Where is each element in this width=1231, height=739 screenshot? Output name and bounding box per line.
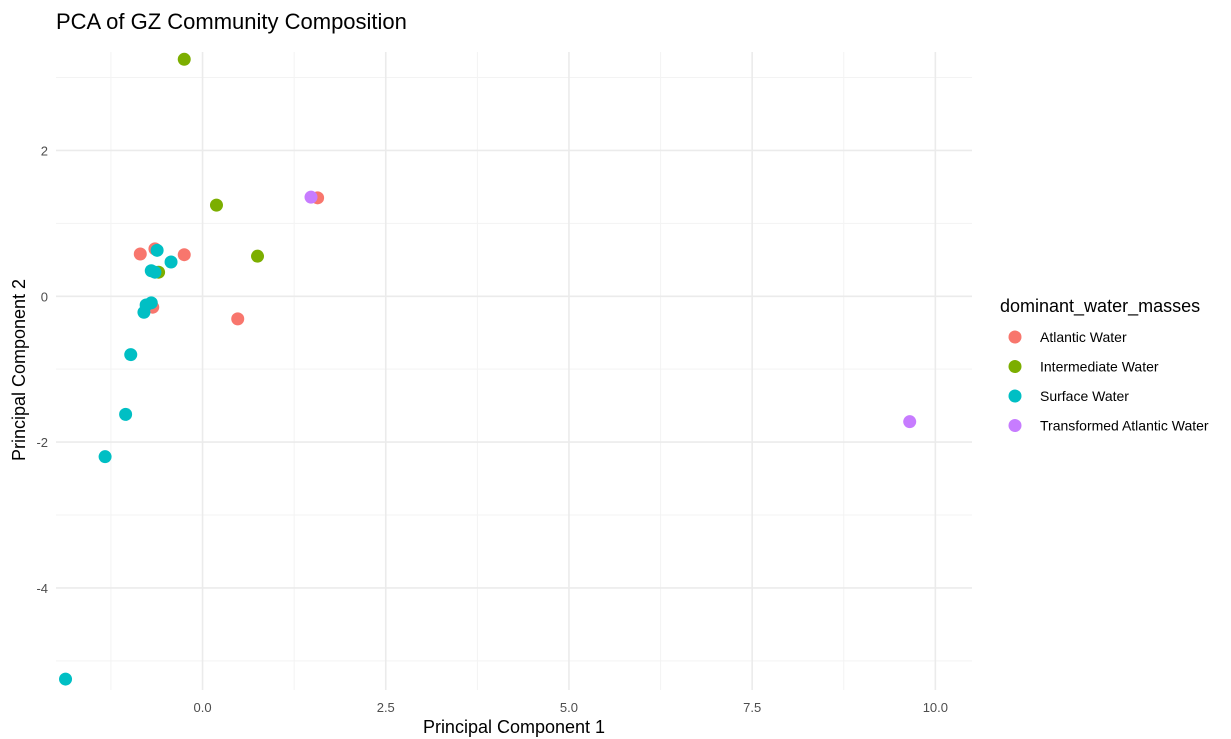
x-axis-title: Principal Component 1 [423, 717, 605, 737]
data-points [59, 52, 917, 686]
legend-item-intermediate-water: Intermediate Water [1008, 359, 1159, 375]
minor-gridlines [56, 52, 972, 690]
x-tick-label: 10.0 [923, 700, 948, 715]
legend-title: dominant_water_masses [1000, 296, 1200, 317]
legend-item-surface-water: Surface Water [1008, 388, 1129, 404]
point-surface-water [150, 243, 164, 257]
point-transformed-atlantic-water [304, 190, 318, 204]
point-intermediate-water [251, 249, 265, 263]
point-transformed-atlantic-water [903, 415, 917, 429]
point-surface-water [59, 672, 73, 686]
legend-key-transformed-atlantic-water [1008, 419, 1022, 432]
legend-key-surface-water [1008, 389, 1022, 403]
point-atlantic-water [133, 247, 147, 261]
point-atlantic-water [177, 248, 191, 262]
legend: dominant_water_masses Atlantic Water Inte… [1000, 296, 1209, 434]
major-gridlines [56, 52, 972, 690]
x-tick-label: 7.5 [743, 700, 761, 715]
x-tick-label: 2.5 [377, 700, 395, 715]
y-tick-label: -4 [36, 581, 48, 596]
legend-key-intermediate-water [1008, 360, 1022, 373]
legend-label-surface-water: Surface Water [1040, 388, 1129, 404]
legend-items: Atlantic Water Intermediate Water Surface … [1008, 329, 1209, 434]
x-tick-label: 0.0 [194, 700, 212, 715]
point-atlantic-water [231, 312, 245, 326]
plot-area [56, 52, 972, 690]
legend-label-intermediate-water: Intermediate Water [1040, 359, 1159, 375]
point-surface-water [144, 296, 158, 310]
point-surface-water [124, 348, 138, 362]
y-tick-label: 2 [41, 143, 48, 158]
x-axis-tick-labels: 0.0 2.5 5.0 7.5 10.0 [194, 700, 948, 715]
y-tick-label: 0 [41, 289, 48, 304]
point-surface-water [119, 407, 133, 421]
y-tick-label: -2 [36, 435, 48, 450]
y-axis-title: Principal Component 2 [9, 279, 29, 461]
point-surface-water [148, 265, 162, 279]
legend-key-atlantic-water [1008, 330, 1022, 344]
point-intermediate-water [177, 52, 191, 66]
point-surface-water [137, 305, 151, 319]
point-surface-water [164, 255, 178, 269]
x-tick-label: 5.0 [560, 700, 578, 715]
legend-item-transformed-atlantic-water: Transformed Atlantic Water [1008, 418, 1209, 434]
legend-label-transformed-atlantic-water: Transformed Atlantic Water [1040, 418, 1209, 434]
legend-item-atlantic-water: Atlantic Water [1008, 329, 1127, 345]
point-surface-water [98, 450, 112, 464]
chart-title: PCA of GZ Community Composition [56, 9, 407, 34]
point-intermediate-water [209, 198, 223, 212]
legend-label-atlantic-water: Atlantic Water [1040, 329, 1127, 345]
y-axis-tick-labels: -4 -2 0 2 [36, 143, 48, 595]
